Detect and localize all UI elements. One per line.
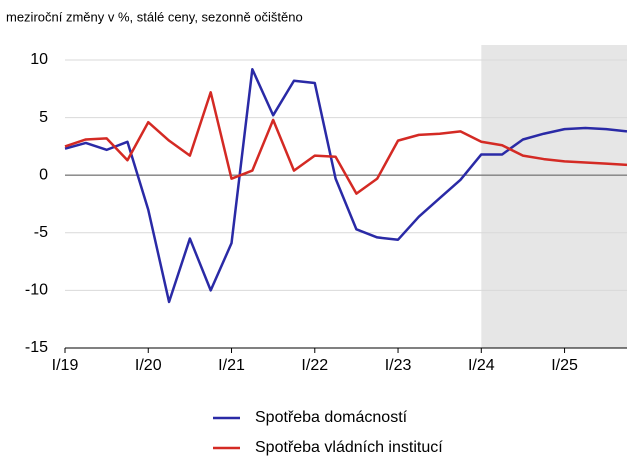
x-tick-label: I/25 (551, 357, 578, 374)
y-tick-label: 0 (39, 166, 48, 183)
x-tick-label: I/20 (135, 357, 162, 374)
legend-label: Spotřeba domácností (255, 409, 408, 426)
x-tick-label: I/24 (468, 357, 495, 374)
y-tick-label: -10 (25, 282, 48, 299)
y-tick-label: -5 (34, 224, 48, 241)
y-tick-label: -15 (25, 339, 48, 356)
x-tick-label: I/22 (301, 357, 328, 374)
x-tick-label: I/21 (218, 357, 245, 374)
legend-label: Spotřeba vládních institucí (255, 439, 443, 456)
x-tick-label: I/19 (52, 357, 79, 374)
series-line (64, 67, 627, 304)
x-tick-label: I/23 (385, 357, 412, 374)
y-tick-label: 5 (39, 109, 48, 126)
series-line (64, 91, 627, 195)
y-tick-label: 10 (30, 51, 48, 68)
forecast-shade (481, 45, 627, 348)
chart-subtitle: meziroční změny v %, stálé ceny, sezonně… (6, 9, 303, 24)
